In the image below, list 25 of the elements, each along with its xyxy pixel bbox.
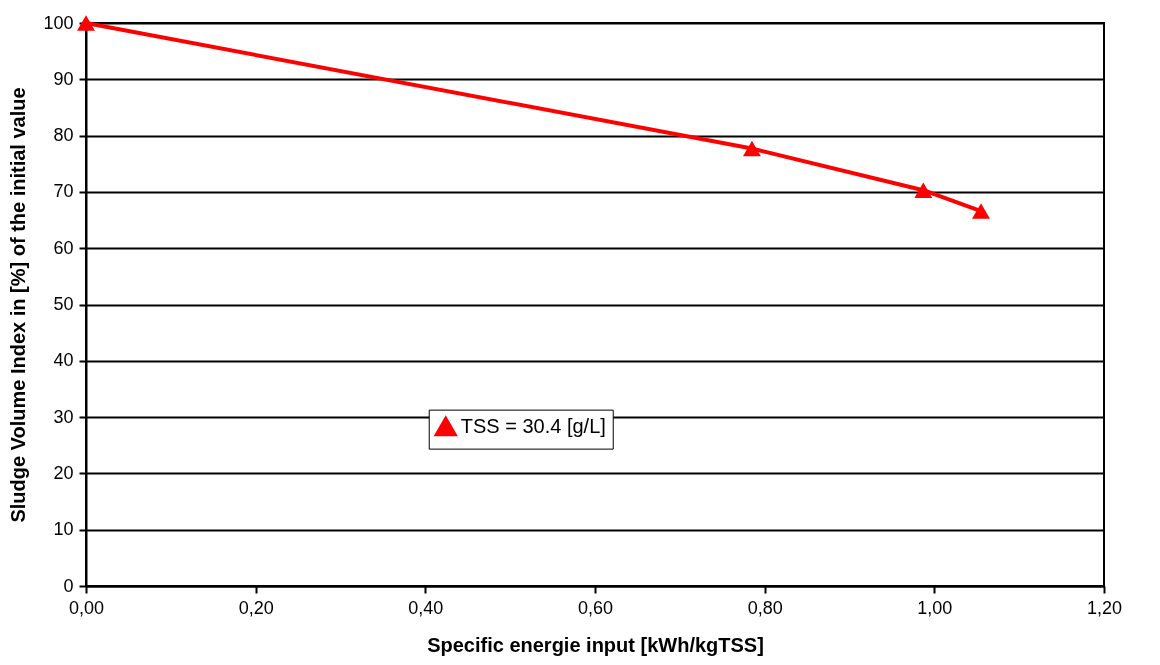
y-tick-label: 60 (53, 237, 74, 258)
x-tick-label: 0,80 (747, 597, 783, 618)
y-tick-label: 50 (53, 294, 74, 314)
x-tick-label: 1,20 (1086, 597, 1123, 618)
y-axis-title: Sludge Volume Index in [%] of the initial value (7, 87, 30, 523)
x-axis-title: Specific energie input [kWh/kgTSS] (427, 633, 764, 656)
x-tick-label: 0,60 (577, 597, 614, 618)
point (914, 182, 933, 198)
point (743, 140, 761, 157)
x-tick-label: 0,20 (238, 597, 274, 618)
point (972, 203, 990, 219)
x-tick-label: 0,40 (408, 597, 444, 618)
y-tick-label: 90 (53, 68, 74, 89)
y-tick-label: 30 (53, 406, 74, 427)
legend-label: TSS = 30.4 [g/L] (460, 414, 606, 437)
x-tick-label: 1,00 (917, 597, 953, 618)
y-tick-label: 0 (63, 575, 74, 596)
y-tick-label: 40 (53, 350, 74, 371)
y-tick-label: 80 (53, 125, 74, 146)
y-tick-label: 10 (53, 519, 74, 540)
y-tick-label: 70 (53, 181, 74, 202)
point (77, 15, 95, 31)
y-tick-label: 100 (43, 12, 74, 33)
y-tick-label: 20 (53, 462, 74, 483)
x-tick-label: 0,00 (68, 597, 105, 618)
